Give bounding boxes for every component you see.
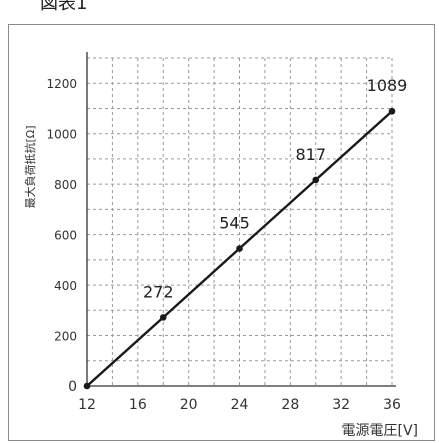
chart-frame [8, 24, 435, 441]
y-tick-label: 400 [54, 279, 77, 293]
data-label: 817 [295, 145, 326, 164]
axes [86, 52, 396, 387]
data-point [159, 314, 167, 321]
x-tick-label: 20 [180, 397, 198, 413]
y-tick-label: 200 [54, 330, 77, 344]
figure-label: 図表1 [40, 0, 88, 14]
x-tick-label: 36 [383, 397, 401, 413]
data-label: 1089 [367, 76, 408, 95]
data-point [388, 107, 396, 115]
y-tick-label: 800 [54, 178, 77, 192]
x-tick-label: 12 [78, 397, 96, 413]
y-axis-label: 最大負荷抵抗[Ω] [23, 126, 37, 209]
y-tick-label: 1000 [46, 128, 77, 142]
x-tick-label: 24 [231, 397, 249, 413]
data-label: 545 [219, 213, 250, 232]
x-axis-label: 電源電圧[V] [341, 423, 418, 439]
data-label: 272 [143, 282, 174, 301]
x-tick-label: 16 [129, 397, 147, 413]
y-tick-label: 600 [54, 229, 77, 243]
x-tick-label: 28 [281, 397, 299, 413]
y-tick-label: 0 [68, 379, 77, 395]
y-tick-label: 1200 [46, 77, 77, 91]
x-tick-label: 32 [332, 397, 350, 413]
data-point [236, 245, 243, 252]
data-point [83, 382, 91, 390]
series-layer: 272 545 817 1089 [83, 76, 408, 390]
data-point [312, 176, 320, 184]
tick-labels: 12 16 20 24 28 32 36 0 200 400 600 800 1000 1200 [46, 77, 401, 413]
